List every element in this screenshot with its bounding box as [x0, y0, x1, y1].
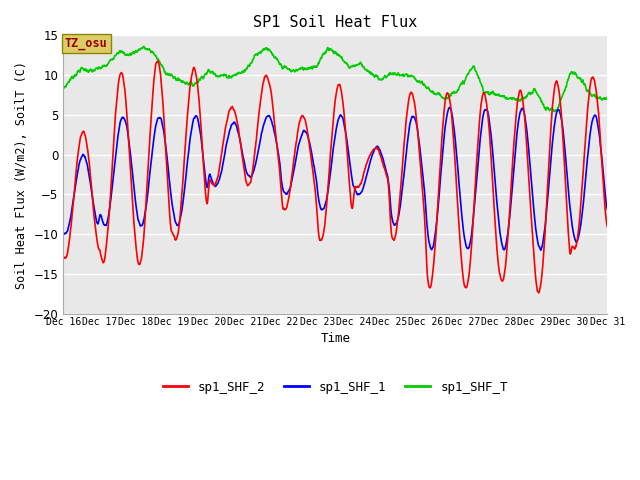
sp1_SHF_T: [140, 43, 148, 49]
sp1_SHF_T: [102, 63, 109, 69]
Title: SP1 Soil Heat Flux: SP1 Soil Heat Flux: [253, 15, 417, 30]
sp1_SHF_1: [311, 170, 319, 176]
sp1_SHF_T: [312, 64, 319, 70]
sp1_SHF_2: [102, 252, 109, 258]
sp1_SHF_T: [369, 72, 377, 78]
Legend: sp1_SHF_2, sp1_SHF_1, sp1_SHF_T: sp1_SHF_2, sp1_SHF_1, sp1_SHF_T: [158, 376, 513, 399]
Line: sp1_SHF_1: sp1_SHF_1: [63, 108, 607, 250]
sp1_SHF_2: [154, 58, 161, 64]
sp1_SHF_1: [290, 167, 298, 172]
Line: sp1_SHF_2: sp1_SHF_2: [63, 61, 607, 293]
sp1_SHF_T: [604, 94, 611, 100]
sp1_SHF_1: [369, 151, 377, 156]
sp1_SHF_1: [604, 206, 611, 212]
sp1_SHF_1: [60, 230, 67, 236]
sp1_SHF_1: [102, 222, 109, 228]
Text: TZ_osu: TZ_osu: [65, 37, 108, 50]
sp1_SHF_T: [291, 68, 298, 74]
Line: sp1_SHF_T: sp1_SHF_T: [63, 46, 607, 111]
sp1_SHF_2: [302, 120, 310, 125]
sp1_SHF_1: [301, 129, 309, 135]
sp1_SHF_1: [537, 247, 545, 253]
sp1_SHF_T: [553, 108, 561, 114]
sp1_SHF_2: [60, 253, 67, 259]
sp1_SHF_2: [291, 153, 298, 159]
sp1_SHF_2: [124, 119, 131, 125]
sp1_SHF_1: [446, 105, 454, 110]
sp1_SHF_2: [604, 224, 611, 230]
Y-axis label: Soil Heat Flux (W/m2), SoilT (C): Soil Heat Flux (W/m2), SoilT (C): [15, 60, 28, 288]
sp1_SHF_T: [302, 65, 310, 71]
sp1_SHF_T: [60, 86, 67, 92]
sp1_SHF_2: [535, 290, 543, 296]
sp1_SHF_1: [124, 127, 131, 133]
sp1_SHF_2: [369, 147, 377, 153]
sp1_SHF_2: [312, 190, 319, 196]
sp1_SHF_T: [124, 51, 131, 57]
X-axis label: Time: Time: [320, 332, 350, 345]
